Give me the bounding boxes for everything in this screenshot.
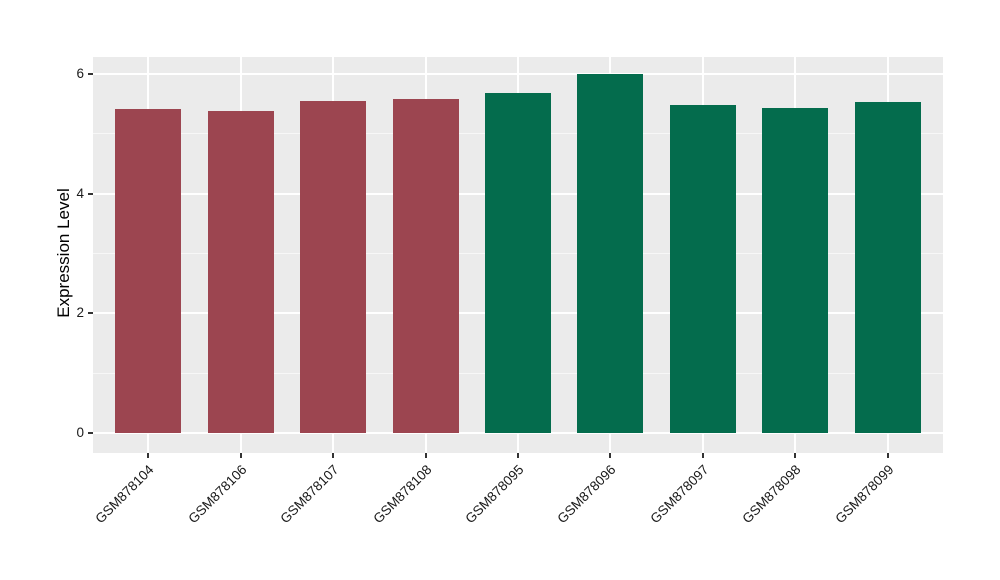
- bar-GSM878098: [762, 108, 829, 433]
- y-axis-tick: [88, 192, 93, 195]
- x-axis-tick: [701, 453, 704, 458]
- y-tick-label: 0: [76, 425, 84, 440]
- x-axis-tick: [424, 453, 427, 458]
- y-axis-tick: [88, 73, 93, 75]
- bar-GSM878106: [207, 111, 274, 433]
- x-tick-label: GSM878104: [92, 462, 158, 527]
- x-axis-tick: [517, 453, 519, 458]
- x-tick-label: GSM878097: [647, 462, 712, 527]
- x-axis-tick: [886, 453, 889, 458]
- x-axis-tick: [332, 453, 335, 458]
- x-tick-label: GSM878107: [277, 462, 342, 527]
- x-tick-label: GSM878098: [739, 462, 804, 527]
- bar-GSM878095: [485, 92, 551, 433]
- x-tick-label: GSM878106: [185, 462, 250, 527]
- bar-GSM878099: [854, 102, 921, 433]
- y-tick-label: 4: [76, 185, 84, 201]
- x-tick-label: GSM878099: [831, 462, 897, 527]
- bar-GSM878108: [392, 98, 459, 433]
- y-tick-label: 6: [76, 66, 84, 81]
- y-axis-tick: [88, 432, 93, 434]
- x-tick-label: GSM878095: [462, 462, 527, 527]
- bar-GSM878096: [577, 74, 644, 433]
- x-axis-tick: [147, 453, 150, 458]
- x-axis-tick: [794, 453, 797, 458]
- x-axis-tick: [609, 453, 612, 458]
- plot-panel: [93, 57, 943, 453]
- bar-GSM878104: [115, 108, 182, 433]
- y-tick-label: 2: [76, 305, 84, 321]
- y-axis-title: Expression Level: [54, 188, 73, 318]
- y-axis-tick: [88, 312, 93, 315]
- x-tick-label: GSM878108: [369, 462, 435, 527]
- bar-GSM878097: [669, 105, 736, 433]
- x-tick-label: GSM878096: [554, 462, 619, 527]
- x-axis-tick: [239, 453, 242, 458]
- bar-GSM878107: [300, 100, 367, 433]
